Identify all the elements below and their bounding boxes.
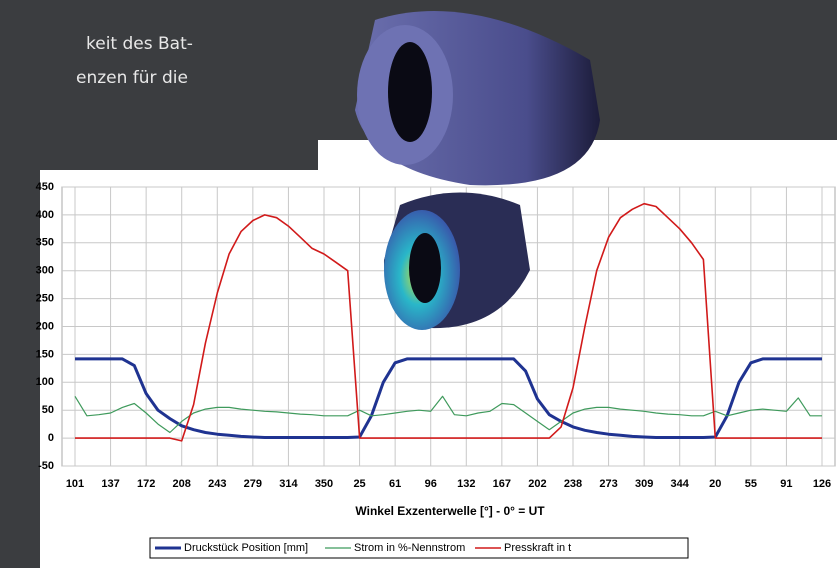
y-tick-label: 200: [36, 320, 54, 332]
y-tick-label: 350: [36, 237, 54, 249]
x-tick-label: 344: [671, 478, 690, 490]
eccentric-bore: [388, 42, 432, 142]
page: keit des Bat- enzen für die 101137172208…: [0, 0, 837, 568]
x-tick-label: 20: [709, 478, 721, 490]
x-tick-label: 61: [389, 478, 401, 490]
x-tick-label: 96: [425, 478, 437, 490]
x-tick-label: 25: [353, 478, 365, 490]
x-tick-label: 309: [635, 478, 653, 490]
y-tick-label: 250: [36, 293, 54, 305]
y-tick-label: -50: [38, 460, 54, 472]
x-tick-label: 238: [564, 478, 582, 490]
x-tick-label: 132: [457, 478, 475, 490]
x-tick-label: 126: [813, 478, 831, 490]
x-tick-label: 314: [279, 478, 298, 490]
chart: 101 137 172 208 243 279 314 350 25 61 96 132 167 202 2…: [0, 0, 837, 568]
legend-label: Druckstück Position [mm]: [184, 542, 308, 554]
x-tick-label: 202: [528, 478, 546, 490]
legend-label: Strom in %-Nennstrom: [354, 542, 465, 554]
x-axis-title: Winkel Exzenterwelle [°] - 0° = UT: [355, 504, 545, 518]
x-tick-label: 172: [137, 478, 155, 490]
x-tick-label: 350: [315, 478, 333, 490]
y-tick-label: 150: [36, 348, 54, 360]
x-tick-label: 273: [599, 478, 617, 490]
x-tick-label: 279: [244, 478, 262, 490]
y-tick-label: 50: [42, 404, 54, 416]
y-tick-label: 300: [36, 265, 54, 277]
y-tick-label: 400: [36, 209, 54, 221]
x-tick-label: 55: [745, 478, 757, 490]
y-tick-label: 100: [36, 376, 54, 388]
roller-bore: [409, 233, 441, 303]
x-tick-label: 91: [780, 478, 792, 490]
x-tick-label: 167: [493, 478, 511, 490]
y-tick-label: 450: [36, 181, 54, 193]
x-tick-label: 208: [173, 478, 191, 490]
legend-label: Presskraft in t: [504, 542, 571, 554]
x-tick-label: 243: [208, 478, 226, 490]
x-tick-label: 137: [101, 478, 119, 490]
x-tick-label: 101: [66, 478, 84, 490]
y-tick-label: 0: [48, 432, 54, 444]
